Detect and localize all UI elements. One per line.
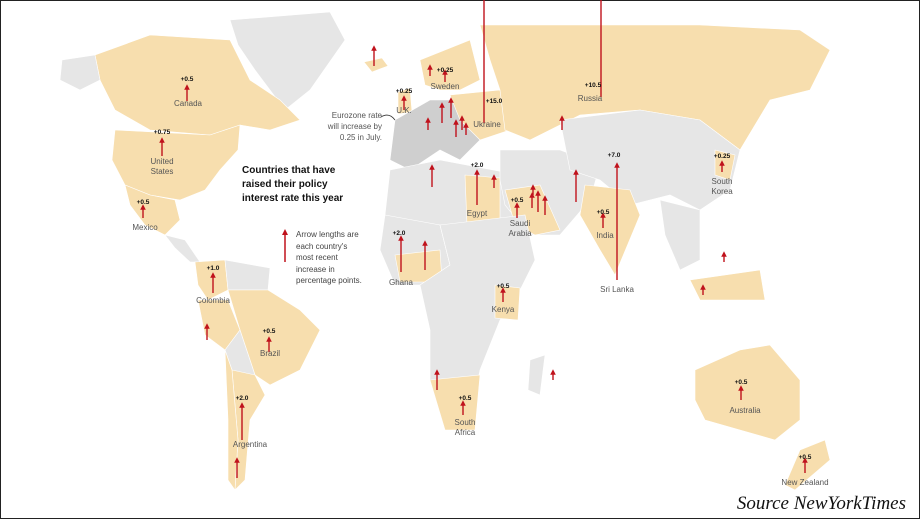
scandinavia xyxy=(419,39,481,91)
legend-text: Arrow lengths are each country's most re… xyxy=(296,230,362,285)
eastern-europe xyxy=(449,89,511,141)
country-label: South Korea xyxy=(711,177,733,196)
country-label: India xyxy=(596,231,614,240)
country-label: Australia xyxy=(729,406,761,415)
increase-value: +0.5 xyxy=(596,209,610,216)
country-label: Egypt xyxy=(466,209,488,218)
mexico xyxy=(124,184,181,236)
country-label: Sweden xyxy=(430,82,460,91)
country-label: Sri Lanka xyxy=(600,285,634,294)
increase-value: +15.0 xyxy=(485,98,503,105)
canada xyxy=(94,34,301,136)
country-label: United States xyxy=(150,157,174,176)
map-title: Countries that have raised their policy … xyxy=(242,165,344,204)
increase-value: +0.5 xyxy=(734,379,748,386)
chile xyxy=(224,349,239,491)
increase-value: +0.5 xyxy=(136,199,150,206)
alaska xyxy=(59,54,101,91)
country-label: U.K. xyxy=(396,106,412,115)
increase-value: +0.5 xyxy=(458,395,472,402)
southeast-asia xyxy=(659,199,701,271)
country-label: Colombia xyxy=(196,296,230,305)
increase-value: +0.5 xyxy=(262,328,276,335)
increase-value: +2.0 xyxy=(235,395,249,402)
country-label: Mexico xyxy=(132,223,158,232)
country-label: Ukraine xyxy=(473,120,501,129)
australia xyxy=(694,344,801,441)
increase-value: +0.75 xyxy=(153,129,171,136)
increase-value: +1.0 xyxy=(206,265,220,272)
united-states xyxy=(111,124,241,201)
eurozone xyxy=(389,99,481,171)
increase-value: +0.25 xyxy=(395,88,413,95)
central-america xyxy=(164,234,201,263)
india xyxy=(579,184,641,276)
increase-value: +0.5 xyxy=(798,454,812,461)
source-credit: Source NewYorkTimes xyxy=(736,493,906,514)
country-label: Argentina xyxy=(232,440,268,449)
country-label: Canada xyxy=(173,99,203,108)
greenland xyxy=(229,11,346,111)
increase-value: +0.5 xyxy=(510,197,524,204)
country-label: Kenya xyxy=(491,305,515,314)
country-label: New Zealand xyxy=(781,478,829,487)
new-zealand xyxy=(784,439,831,491)
increase-value: +0.25 xyxy=(713,153,731,160)
southern-africa xyxy=(429,374,481,431)
iceland xyxy=(363,57,389,73)
country-label: South Africa xyxy=(454,418,476,437)
country-label: Russia xyxy=(577,94,603,103)
kenya xyxy=(494,284,521,321)
increase-value: +0.5 xyxy=(180,76,194,83)
increase-value: +2.0 xyxy=(470,162,484,169)
increase-value: +0.5 xyxy=(496,283,510,290)
colombia xyxy=(194,259,229,301)
country-label: Brazil xyxy=(259,349,281,358)
philippines-indonesia xyxy=(689,269,766,301)
increase-value: +0.25 xyxy=(436,67,454,74)
country-label: Ghana xyxy=(388,278,414,287)
country-label: Saudi Arabia xyxy=(508,219,532,238)
increase-value: +10.5 xyxy=(584,82,602,89)
korea-japan xyxy=(714,149,736,181)
increase-value: +7.0 xyxy=(607,152,621,159)
venezuela-guianas xyxy=(224,259,271,291)
eurozone-annotation: Eurozone rate will increase by 0.25 in J… xyxy=(327,111,382,142)
madagascar xyxy=(527,354,546,396)
increase-value: +2.0 xyxy=(392,230,406,237)
